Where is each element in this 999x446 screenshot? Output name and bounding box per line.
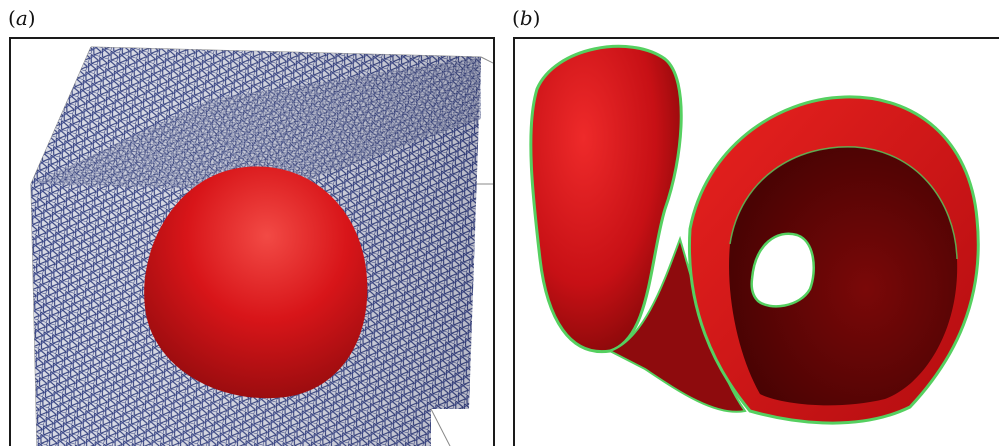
- red-sphere: [144, 166, 368, 399]
- ribbon-surface-illustration: [529, 44, 980, 425]
- panel-b-ribbon-surface: [513, 37, 999, 446]
- panel-a-label: (a): [8, 6, 36, 30]
- panel-a-mesh-sphere: [9, 37, 495, 446]
- ring-hole: [750, 232, 815, 308]
- panel-b-label: (b): [512, 6, 541, 30]
- mesh-sphere-illustration: [30, 46, 493, 446]
- left-lobe: [529, 44, 683, 354]
